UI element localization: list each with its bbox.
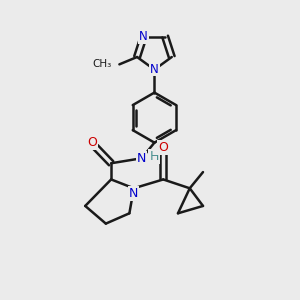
Text: CH₃: CH₃: [92, 59, 111, 69]
Text: H: H: [149, 150, 159, 163]
Text: O: O: [158, 141, 168, 154]
Text: N: N: [139, 30, 148, 43]
Text: N: N: [129, 187, 139, 200]
Text: N: N: [137, 152, 146, 165]
Text: N: N: [150, 62, 159, 76]
Text: O: O: [87, 136, 97, 149]
